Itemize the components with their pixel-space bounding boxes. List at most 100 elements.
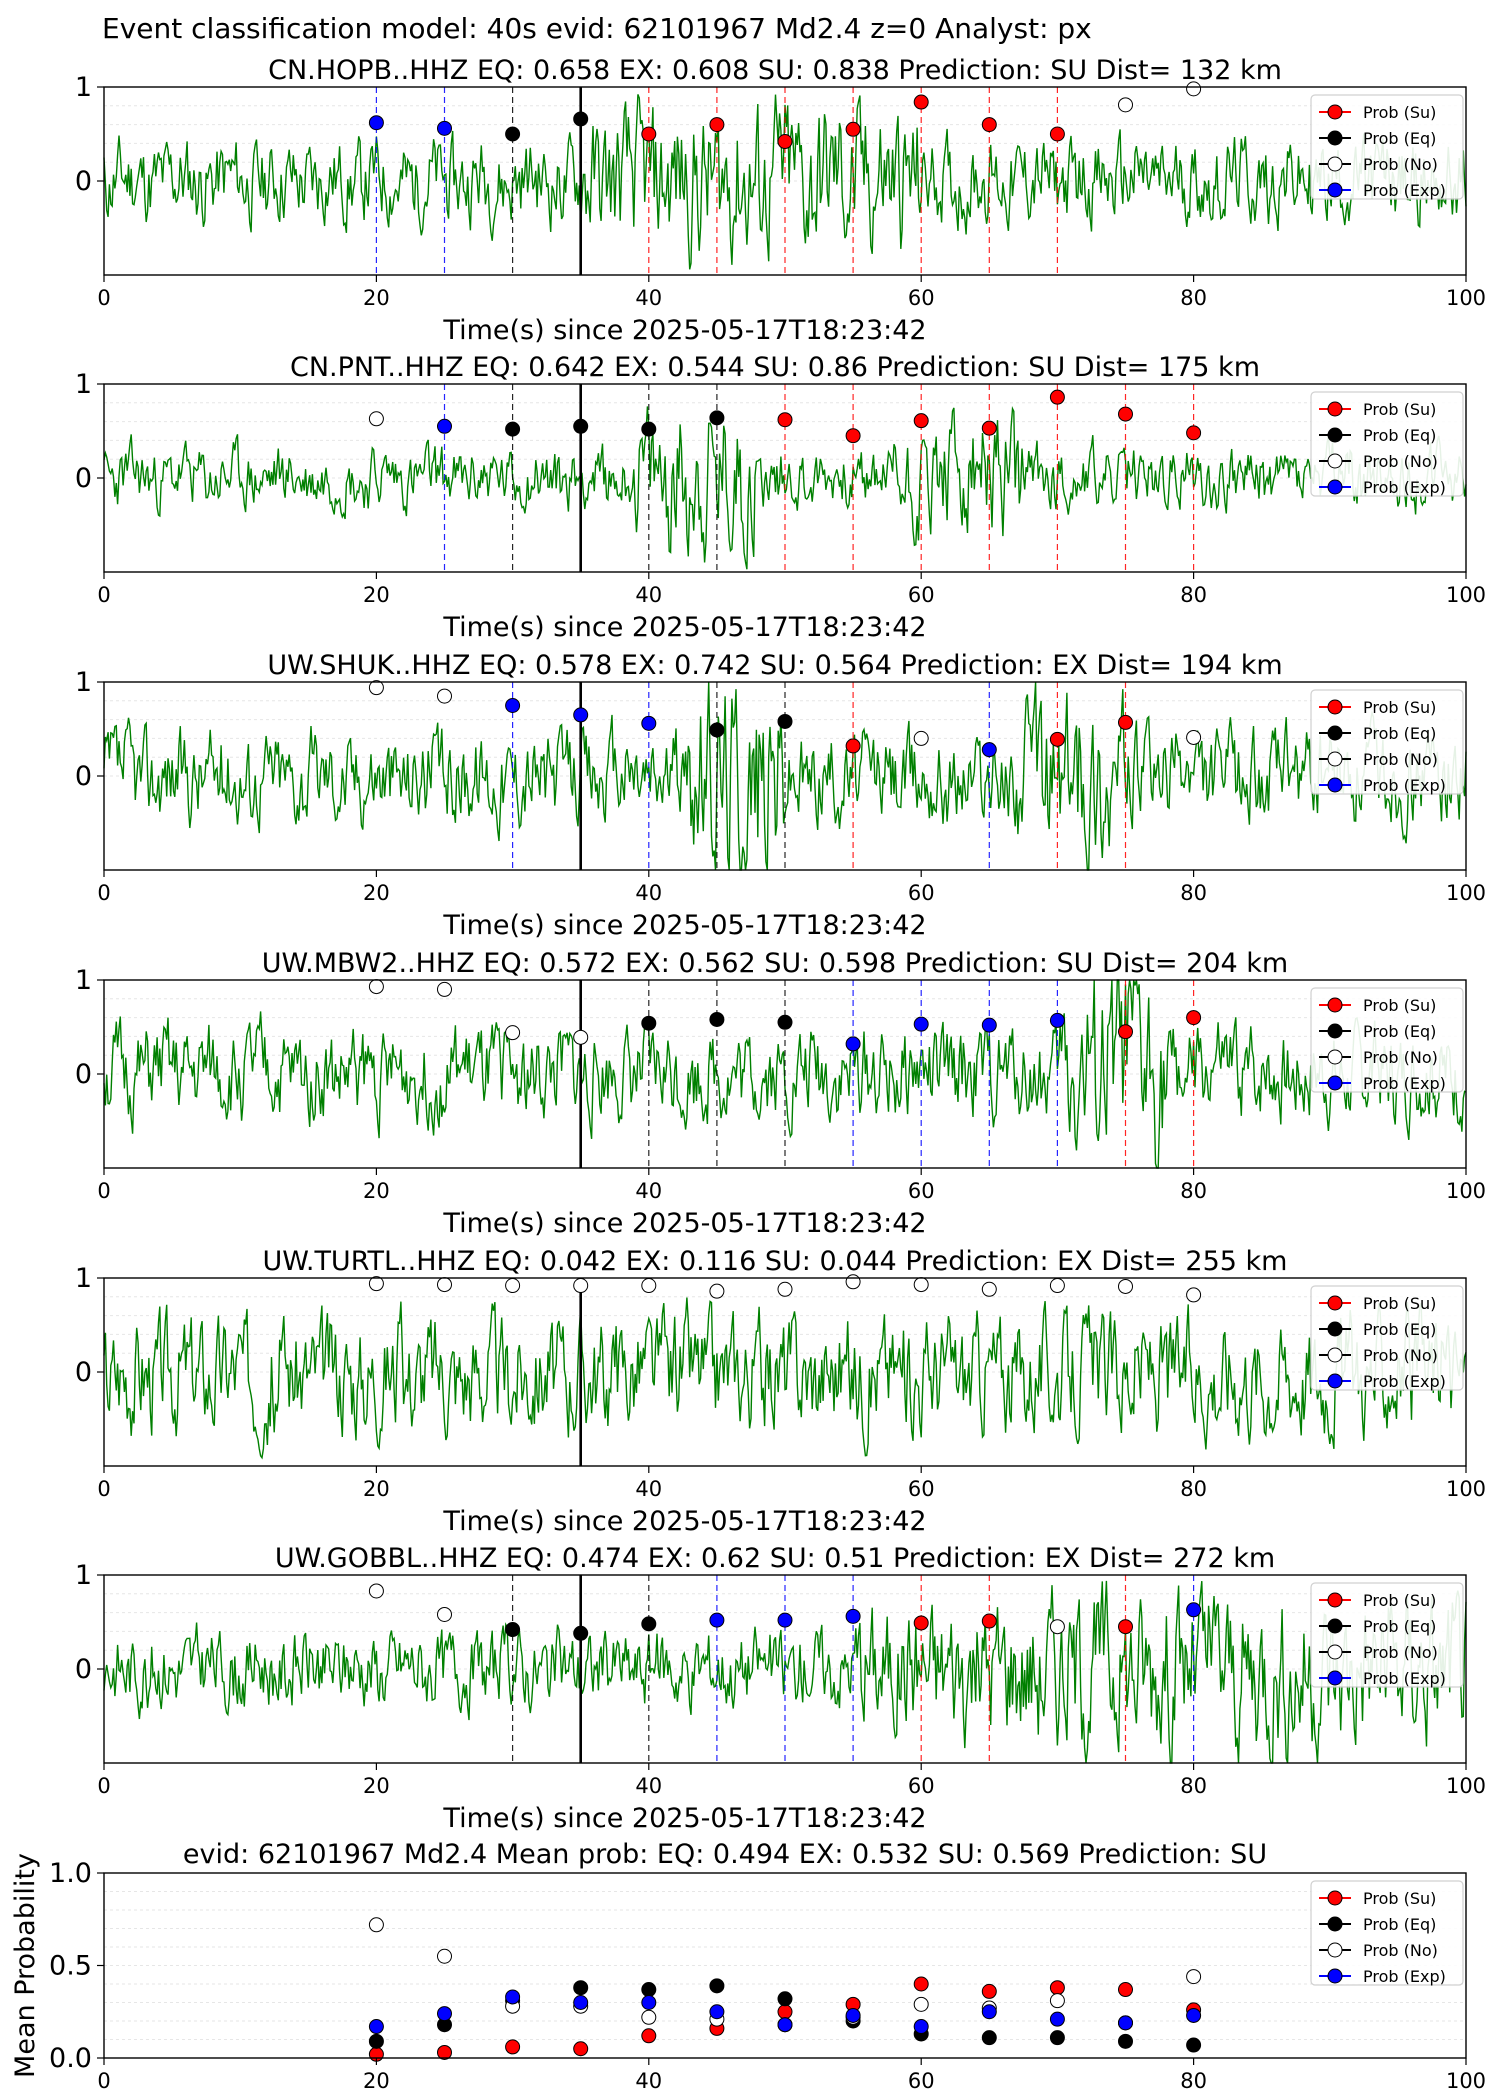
x-tick-label: 40: [635, 286, 662, 310]
prob-marker-no: [709, 1283, 725, 1299]
panel-title: UW.SHUK..HHZ EQ: 0.578 EX: 0.742 SU: 0.5…: [267, 650, 1282, 681]
prob-marker-su: [1049, 731, 1065, 747]
prob-marker-no: [368, 411, 384, 427]
x-tick-label: 20: [363, 1774, 390, 1798]
prob-marker-exp: [1186, 1602, 1202, 1618]
x-tick-label: 0: [97, 2069, 110, 2093]
prob-marker-exp: [505, 698, 521, 713]
prob-marker-no: [1186, 729, 1202, 745]
legend-label: Prob (Su): [1363, 1591, 1436, 1610]
prob-marker-no: [913, 1277, 929, 1293]
prob-marker-su: [1118, 1619, 1133, 1635]
legend-marker: [1327, 997, 1343, 1013]
x-axis-label: Time(s) since 2025-05-17T18:23:42: [442, 1208, 926, 1239]
mean-marker-eq: [1118, 2033, 1133, 2049]
prob-marker-no: [437, 981, 452, 997]
legend-marker: [1327, 479, 1343, 495]
legend-box: [1310, 1582, 1464, 1688]
y-tick-label: 0: [75, 463, 92, 494]
x-axis-label: Time(s) since 2025-05-17T18:23:42: [442, 1803, 926, 1834]
x-axis-label: Time(s) since 2025-05-17T18:23:42: [442, 612, 926, 643]
x-tick-label: 0: [97, 1477, 110, 1501]
x-tick-label: 20: [363, 286, 390, 310]
x-tick-label: 100: [1446, 1179, 1486, 1203]
mean-marker-eq: [1186, 2037, 1202, 2053]
x-tick-label: 80: [1180, 2069, 1207, 2093]
prob-marker-su: [1186, 1010, 1202, 1026]
legend-marker: [1327, 1023, 1343, 1039]
mean-marker-su: [913, 1976, 929, 1992]
panel-title: UW.GOBBL..HHZ EQ: 0.474 EX: 0.62 SU: 0.5…: [275, 1543, 1275, 1574]
figure-title: Event classification model: 40s evid: 62…: [102, 12, 1092, 45]
mean-marker-exp: [1049, 2011, 1065, 2027]
y-tick-label: 1: [75, 965, 92, 996]
mean-marker-eq: [573, 1980, 589, 1996]
legend-label: Prob (No): [1363, 1941, 1438, 1960]
y-tick-label: 1: [75, 369, 92, 400]
x-axis-label: Time(s) since 2025-05-17T18:23:42: [442, 1506, 926, 1537]
mean-marker-su: [437, 2044, 452, 2060]
x-axis-label: Time(s) since 2025-05-17T18:23:42: [442, 910, 926, 941]
prob-marker-exp: [777, 1612, 793, 1628]
legend-label: Prob (Eq): [1363, 724, 1436, 743]
y-tick-label: 0.0: [49, 2043, 92, 2074]
prob-marker-exp: [368, 115, 384, 131]
legend-marker: [1327, 1916, 1343, 1932]
prob-marker-exp: [1049, 1012, 1065, 1028]
prob-marker-exp: [845, 1608, 861, 1624]
legend-label: Prob (Eq): [1363, 1022, 1436, 1041]
mean-marker-exp: [777, 2017, 793, 2033]
legend-box: [1310, 1880, 1464, 1986]
legend-marker: [1327, 1373, 1343, 1389]
legend-marker: [1327, 1321, 1343, 1337]
x-tick-label: 60: [908, 1179, 935, 1203]
legend-label: Prob (Exp): [1363, 478, 1446, 497]
prob-marker-no: [981, 1281, 997, 1297]
panel-title: evid: 62101967 Md2.4 Mean prob: EQ: 0.49…: [183, 1839, 1267, 1870]
legend-label: Prob (Exp): [1363, 1967, 1446, 1986]
mean-marker-no: [1049, 1993, 1065, 2009]
legend-marker: [1327, 453, 1343, 469]
legend-label: Prob (No): [1363, 750, 1438, 769]
legend-marker: [1327, 182, 1343, 198]
prob-marker-eq: [709, 410, 725, 426]
x-tick-label: 20: [363, 2069, 390, 2093]
prob-marker-no: [777, 1281, 793, 1297]
y-axis-label: Mean Probability: [10, 1853, 41, 2078]
x-tick-label: 80: [1180, 583, 1207, 607]
prob-marker-su: [777, 412, 793, 428]
x-tick-label: 100: [1446, 1774, 1486, 1798]
mean-marker-su: [573, 2041, 589, 2057]
legend-label: Prob (Su): [1363, 1889, 1436, 1908]
mean-marker-exp: [641, 1995, 657, 2010]
legend-marker: [1327, 427, 1343, 443]
legend-marker: [1327, 1049, 1343, 1065]
x-tick-label: 20: [363, 1179, 390, 1203]
mean-marker-su: [1049, 1980, 1065, 1996]
prob-marker-su: [845, 428, 861, 444]
legend-label: Prob (Eq): [1363, 1915, 1436, 1934]
prob-marker-no: [1049, 1278, 1065, 1294]
y-tick-label: 1: [75, 72, 92, 103]
prob-marker-no: [505, 1278, 521, 1294]
mean-marker-eq: [1049, 2030, 1065, 2046]
legend-marker: [1327, 751, 1343, 767]
y-tick-label: 0: [75, 761, 92, 792]
legend-marker: [1327, 130, 1343, 146]
x-tick-label: 0: [97, 583, 110, 607]
mean-probability-panel: evid: 62101967 Md2.4 Mean prob: EQ: 0.49…: [10, 1839, 1486, 2093]
prob-marker-no: [1186, 1287, 1202, 1303]
prob-marker-su: [981, 117, 997, 133]
prob-marker-eq: [573, 111, 589, 127]
legend-marker: [1327, 1075, 1343, 1091]
prob-marker-no: [1186, 81, 1202, 97]
x-tick-label: 40: [635, 1477, 662, 1501]
prob-marker-no: [368, 680, 384, 696]
x-tick-label: 0: [97, 1774, 110, 1798]
prob-marker-exp: [573, 707, 589, 723]
mean-marker-no: [641, 2009, 657, 2025]
prob-marker-su: [1049, 126, 1065, 142]
prob-marker-no: [368, 1583, 384, 1599]
legend-label: Prob (No): [1363, 155, 1438, 174]
prob-marker-exp: [709, 1612, 725, 1628]
